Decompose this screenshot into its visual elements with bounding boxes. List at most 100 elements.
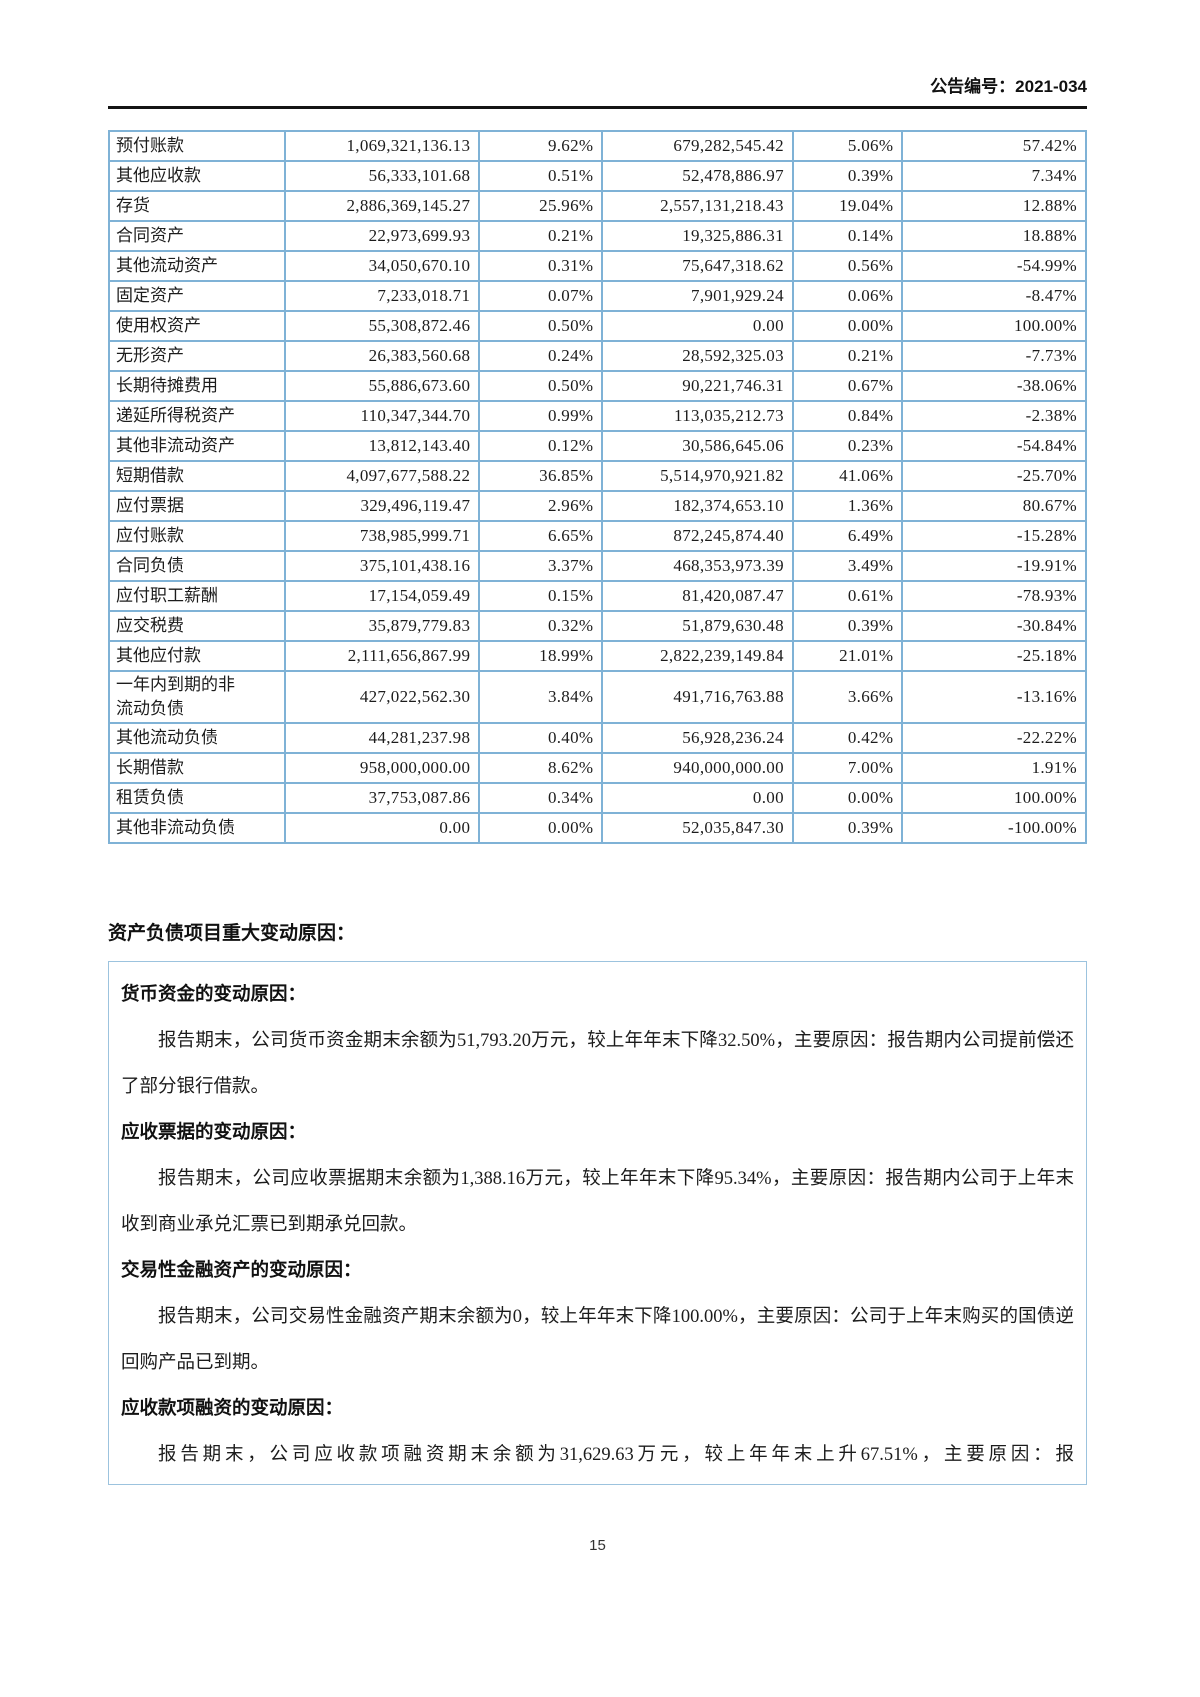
cell-amount-begin: 0.00 [601,310,794,342]
cell-item: 使用权资产 [108,310,286,342]
cell-amount-end: 958,000,000.00 [283,752,481,784]
cell-pct-end: 0.21% [478,220,604,252]
cell-item: 其他非流动资产 [108,430,286,462]
cell-item: 长期借款 [108,752,286,784]
report-page: 公告编号：2021-034 预付账款 1,069,321,136.13 9.62… [108,0,1087,1554]
cell-pct-begin: 0.39% [791,160,904,192]
cell-item: 固定资产 [108,280,286,312]
cell-pct-begin: 21.01% [791,640,904,672]
cell-amount-begin: 81,420,087.47 [601,580,794,612]
table-row: 其他流动资产 34,050,670.10 0.31% 75,647,318.62… [108,250,1087,282]
cell-item: 无形资产 [108,340,286,372]
cell-amount-begin: 2,822,239,149.84 [601,640,794,672]
cell-item: 租赁负债 [108,782,286,814]
cell-amount-begin: 52,478,886.97 [601,160,794,192]
table-row: 应交税费 35,879,779.83 0.32% 51,879,630.48 0… [108,610,1087,642]
table-row: 其他非流动资产 13,812,143.40 0.12% 30,586,645.0… [108,430,1087,462]
cell-pct-begin: 0.39% [791,610,904,642]
cell-change: 57.42% [901,130,1087,162]
cell-amount-begin: 90,221,746.31 [601,370,794,402]
cell-pct-begin: 0.23% [791,430,904,462]
table-row: 应付职工薪酬 17,154,059.49 0.15% 81,420,087.47… [108,580,1087,612]
cell-amount-begin: 51,879,630.48 [601,610,794,642]
table-row: 合同资产 22,973,699.93 0.21% 19,325,886.31 0… [108,220,1087,252]
cell-pct-end: 0.34% [478,782,604,814]
cell-change: -100.00% [901,812,1087,844]
cell-item: 其他应付款 [108,640,286,672]
cell-change: -22.22% [901,722,1087,754]
cell-amount-begin: 872,245,874.40 [601,520,794,552]
cell-amount-begin: 491,716,763.88 [601,670,794,724]
cell-pct-end: 0.24% [478,340,604,372]
cell-amount-begin: 182,374,653.10 [601,490,794,522]
table-row: 长期待摊费用 55,886,673.60 0.50% 90,221,746.31… [108,370,1087,402]
cell-amount-begin: 56,928,236.24 [601,722,794,754]
page-number: 15 [589,1537,606,1554]
cell-amount-begin: 7,901,929.24 [601,280,794,312]
table-row: 租赁负债 37,753,087.86 0.34% 0.00 0.00% 100.… [108,782,1087,814]
cell-amount-begin: 940,000,000.00 [601,752,794,784]
cell-pct-begin: 0.00% [791,782,904,814]
reason-heading: 应收票据的变动原因： [121,1123,307,1143]
cell-change: -54.84% [901,430,1087,462]
cell-pct-end: 6.65% [478,520,604,552]
cell-change: -38.06% [901,370,1087,402]
cell-change: -7.73% [901,340,1087,372]
cell-pct-end: 18.99% [478,640,604,672]
table-row: 固定资产 7,233,018.71 0.07% 7,901,929.24 0.0… [108,280,1087,312]
cell-amount-end: 26,383,560.68 [283,340,481,372]
document-header: 公告编号：2021-034 [108,0,1087,109]
cell-change: -8.47% [901,280,1087,312]
cell-item: 其他流动资产 [108,250,286,282]
cell-pct-begin: 7.00% [791,752,904,784]
cell-item: 其他非流动负债 [108,812,286,844]
cell-amount-end: 110,347,344.70 [283,400,481,432]
cell-pct-begin: 0.21% [791,340,904,372]
cell-amount-end: 13,812,143.40 [283,430,481,462]
balance-table-body: 预付账款 1,069,321,136.13 9.62% 679,282,545.… [108,130,1087,844]
cell-amount-end: 44,281,237.98 [283,722,481,754]
cell-amount-end: 7,233,018.71 [283,280,481,312]
cell-change: 80.67% [901,490,1087,522]
reasons-box: 货币资金的变动原因： 报告期末，公司货币资金期末余额为51,793.20万元，较… [108,961,1087,1485]
table-row: 其他非流动负债 0.00 0.00% 52,035,847.30 0.39% -… [108,812,1087,844]
cell-amount-begin: 28,592,325.03 [601,340,794,372]
cell-pct-begin: 0.56% [791,250,904,282]
cell-pct-end: 0.32% [478,610,604,642]
cell-item: 应交税费 [108,610,286,642]
cell-item: 短期借款 [108,460,286,492]
cell-pct-begin: 0.42% [791,722,904,754]
cell-pct-begin: 0.06% [791,280,904,312]
table-row: 一年内到期的非 流动负债 427,022,562.30 3.84% 491,71… [108,670,1087,724]
cell-amount-begin: 5,514,970,921.82 [601,460,794,492]
cell-item: 其他应收款 [108,160,286,192]
cell-pct-begin: 19.04% [791,190,904,222]
table-row: 其他流动负债 44,281,237.98 0.40% 56,928,236.24… [108,722,1087,754]
reason-heading: 应收款项融资的变动原因： [121,1399,344,1419]
cell-amount-end: 55,886,673.60 [283,370,481,402]
cell-change: -25.18% [901,640,1087,672]
cell-change: -19.91% [901,550,1087,582]
table-row: 应付票据 329,496,119.47 2.96% 182,374,653.10… [108,490,1087,522]
cell-amount-end: 22,973,699.93 [283,220,481,252]
cell-amount-end: 56,333,101.68 [283,160,481,192]
cell-amount-end: 55,308,872.46 [283,310,481,342]
cell-change: -54.99% [901,250,1087,282]
cell-pct-end: 0.51% [478,160,604,192]
cell-change: 1.91% [901,752,1087,784]
cell-amount-end: 37,753,087.86 [283,782,481,814]
cell-amount-end: 35,879,779.83 [283,610,481,642]
cell-amount-begin: 30,586,645.06 [601,430,794,462]
cell-amount-end: 2,886,369,145.27 [283,190,481,222]
cell-amount-end: 17,154,059.49 [283,580,481,612]
cell-amount-end: 2,111,656,867.99 [283,640,481,672]
cell-pct-end: 8.62% [478,752,604,784]
cell-change: -78.93% [901,580,1087,612]
cell-change: -30.84% [901,610,1087,642]
section-main-heading: 资产负债项目重大变动原因： [108,923,356,944]
announcement-number: 公告编号：2021-034 [108,72,1087,109]
cell-item: 一年内到期的非 流动负债 [108,670,286,724]
cell-pct-begin: 0.39% [791,812,904,844]
table-row: 预付账款 1,069,321,136.13 9.62% 679,282,545.… [108,130,1087,162]
cell-pct-end: 0.00% [478,812,604,844]
